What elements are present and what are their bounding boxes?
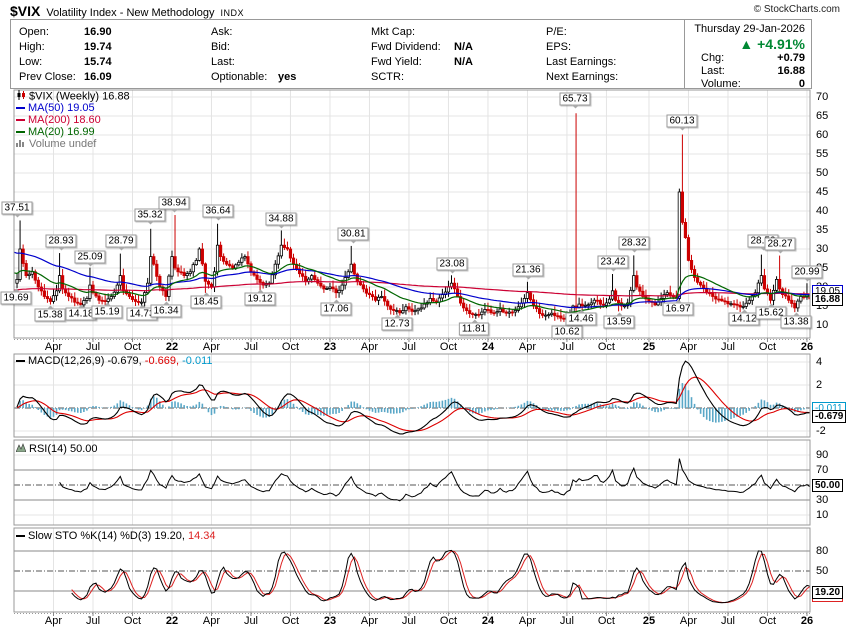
macd-label: MACD(12,26,9) [28,355,105,367]
quote-change-row: Last: 16.88 [687,65,805,78]
quote-value: yes [275,71,297,83]
quote-label: Volume: [701,78,741,90]
quote-label: Open: [19,26,49,38]
quote-label: Optionable: [211,71,268,83]
quote-value: 15.74 [81,56,112,68]
symbol-title: $VIX [10,3,41,19]
quote-value: N/A [451,41,473,53]
quote-row: High: 19.74 [19,40,112,55]
quote-label: SCTR: [371,71,404,83]
quote-label: Ask: [211,26,233,38]
quote-column: Open: 16.90 High: 19.74 Low: 15.74 Prev Clo… [19,25,112,85]
ma20-legend-row: MA(20) 16.99 [16,126,130,138]
candlestick-icon [16,90,26,103]
quote-row: EPS: [546,40,626,55]
macd-line-icon [16,360,25,363]
quote-label: Next Earnings: [546,71,619,83]
quote-label: Chg: [701,52,725,64]
quote-row: Bid: [211,40,296,55]
quote-change-rows: Chg: +0.79 Last: 16.88 Volume: 0 [687,52,805,91]
quote-row: Optionable: yes [211,70,296,85]
up-arrow-icon: ▲ [739,36,754,52]
symbol-name: Volatility Index - New Methodology [46,7,215,19]
volume-legend-label: Volume undef [29,138,97,150]
quote-value: 16.90 [81,26,112,38]
symbol-legend-label: $VIX (Weekly) 16.88 [29,90,130,103]
quote-info-box: Open: 16.90 High: 19.74 Low: 15.74 Prev Clo… [10,19,812,91]
ma200-legend-row: MA(200) 18.60 [16,114,130,126]
title-bar: $VIX Volatility Index - New Methodology IN… [10,3,244,19]
symbol-exchange: INDX [220,8,245,18]
ma50-line-icon [16,107,25,110]
percent-change: ▲ +4.91% [687,36,805,52]
sto-line-icon [16,535,25,538]
stockcharts-copyright-link[interactable]: © StockCharts.com [753,4,840,15]
ma50-legend-label: MA(50) 19.05 [28,102,95,114]
quote-row: Open: 16.90 [19,25,112,40]
quote-row: Low: 15.74 [19,55,112,70]
quote-label: Last: [211,56,235,68]
quote-label: Bid: [211,41,230,53]
ma200-legend-label: MA(200) 18.60 [28,114,101,126]
percent-change-value: +4.91% [757,36,805,52]
quote-value: 16.09 [81,71,112,83]
ma200-line-icon [16,119,25,122]
volume-legend-row: Volume undef [16,138,130,150]
sto-label: Slow STO %K(14) %D(3) [28,530,152,542]
quote-row: Prev Close: 16.09 [19,70,112,85]
macd-value-2: -0.669, [144,355,180,367]
ma50-legend-row: MA(50) 19.05 [16,102,130,114]
quote-value: 16.88 [777,65,805,77]
quote-value: 19.74 [81,41,112,53]
quote-label: Low: [19,56,43,68]
quote-column: P/E: EPS: Last Earnings: Next Earnings: [546,25,626,85]
rsi-label: RSI(14) 50.00 [29,443,98,455]
main-chart-legend: $VIX (Weekly) 16.88 MA(50) 19.05 MA(200)… [16,90,130,150]
rsi-mountain-icon [15,443,27,455]
ma20-line-icon [16,131,25,134]
quote-row: Last Earnings: [546,55,626,70]
quote-label: Last Earnings: [546,56,617,68]
quote-value: 0 [798,78,805,90]
quote-label: Fwd Yield: [371,56,422,68]
sto-value-k: 19.20, [154,530,185,542]
quote-column: Ask: Bid: Last: Optionable: yes [211,25,296,85]
sto-legend: Slow STO %K(14) %D(3) 19.20, 14.34 [16,530,216,542]
quote-row: Ask: [211,25,296,40]
rsi-legend: RSI(14) 50.00 [15,443,98,455]
quote-row: Fwd Yield: N/A [371,55,473,70]
quote-row: Last: [211,55,296,70]
quote-label: Mkt Cap: [371,26,416,38]
quote-change-panel: Thursday 29-Jan-2026 ▲ +4.91% Chg: +0.79 L… [684,20,811,91]
macd-value-3: -0.011 [182,355,213,367]
ma20-legend-label: MA(20) 16.99 [28,126,95,138]
quote-label: High: [19,41,45,53]
quote-label: Prev Close: [19,71,76,83]
macd-legend: MACD(12,26,9) -0.679, -0.669, -0.011 [16,355,212,367]
quote-row: P/E: [546,25,626,40]
quote-label: Last: [701,65,725,77]
sto-value-d: 14.34 [188,530,216,542]
quote-value: +0.79 [777,52,805,64]
quote-row: SCTR: [371,70,473,85]
quote-row: Next Earnings: [546,70,626,85]
macd-value-1: -0.679, [107,355,142,367]
quote-label: P/E: [546,26,567,38]
symbol-legend-row: $VIX (Weekly) 16.88 [16,90,130,102]
quote-change-row: Chg: +0.79 [687,52,805,65]
quote-column: Mkt Cap: Fwd Dividend: N/A Fwd Yield: N/A S… [371,25,473,85]
quote-label: Fwd Dividend: [371,41,441,53]
volume-bars-icon [16,138,26,150]
quote-date: Thursday 29-Jan-2026 [694,23,805,35]
quote-label: EPS: [546,41,572,53]
quote-row: Mkt Cap: [371,25,473,40]
quote-row: Fwd Dividend: N/A [371,40,473,55]
quote-change-row: Volume: 0 [687,78,805,91]
quote-value: N/A [451,56,473,68]
